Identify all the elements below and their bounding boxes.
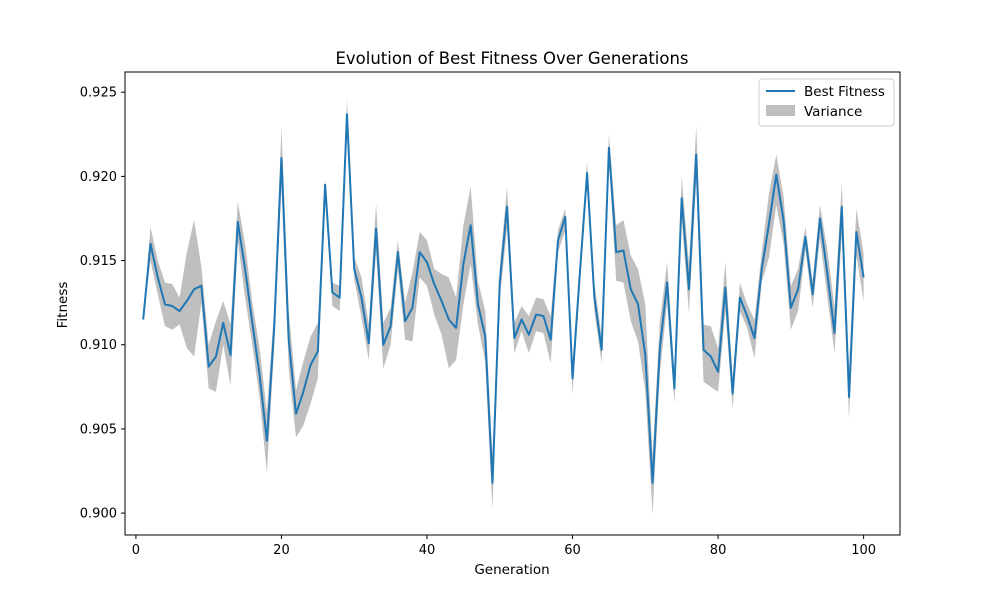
x-tick-label: 80 [710, 543, 727, 558]
variance-band [143, 98, 864, 515]
legend-label-best-fitness: Best Fitness [804, 84, 885, 100]
y-tick-label: 0.910 [80, 338, 117, 353]
legend-variance-swatch [766, 105, 795, 116]
plot-frame [124, 71, 901, 536]
legend: Best Fitness Variance [758, 78, 895, 127]
y-tick-label: 0.925 [80, 86, 117, 101]
y-axis-title: Fitness [55, 282, 71, 329]
x-axis-title: Generation [474, 562, 549, 578]
y-tick-label: 0.900 [80, 507, 117, 522]
best-fitness-line [142, 113, 865, 484]
plot-area [142, 98, 865, 515]
x-tick-label: 20 [273, 543, 290, 558]
y-tick-label: 0.905 [80, 422, 117, 437]
legend-label-variance: Variance [804, 104, 862, 120]
x-tick-label: 60 [564, 543, 581, 558]
y-tick-label: 0.915 [80, 254, 117, 269]
x-tick-label: 100 [851, 543, 876, 558]
y-tick-label: 0.920 [80, 170, 117, 185]
axes: 0 20 40 60 80 100 0.900 0.905 0.910 0.915 0.920 0.9… [80, 71, 901, 558]
x-tick-label: 40 [419, 543, 436, 558]
chart-title: Evolution of Best Fitness Over Generatio… [335, 49, 688, 68]
x-tick-label: 0 [132, 543, 140, 558]
